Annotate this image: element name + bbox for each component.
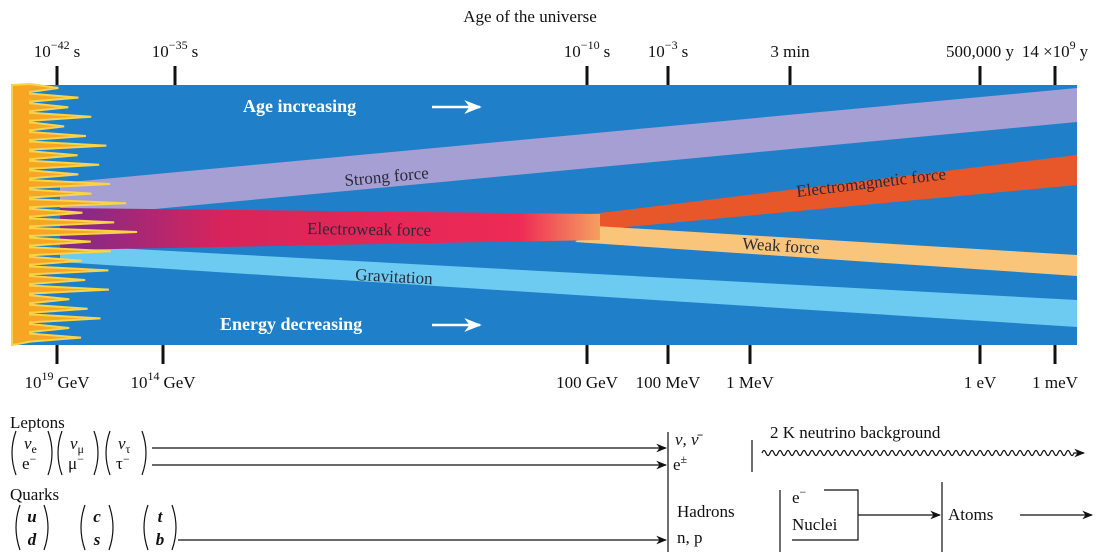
paren (106, 431, 110, 475)
quark-lower: d (28, 530, 37, 549)
diagram: Age of the universe 10−42s10−35s10−10s10… (0, 0, 1111, 554)
title: Age of the universe (463, 7, 597, 26)
tick-exp: 19 (41, 369, 53, 383)
lepton-lower: μ− (68, 452, 84, 473)
lepton-lower: e− (22, 452, 37, 473)
quark-lower: s (93, 530, 101, 549)
paren (12, 431, 16, 475)
paren (94, 431, 98, 475)
paren (16, 505, 20, 550)
quark-lower: b (156, 530, 165, 549)
tick-unit: s (682, 42, 689, 61)
tick-label: 500,000 y (946, 42, 1015, 61)
tick-base: 14 ×10 (1022, 42, 1070, 61)
symbol: μ (68, 454, 77, 473)
tick-unit: s (604, 42, 611, 61)
electron: e− (792, 485, 807, 507)
tick-base: 10 (564, 42, 581, 61)
tick-unit: y (1080, 42, 1089, 61)
tick-base: 10 (152, 42, 169, 61)
paren (172, 505, 176, 550)
tick-unit: s (74, 42, 81, 61)
tick-label: 1 meV (1032, 373, 1079, 392)
electrons-base: e (673, 455, 681, 474)
paren (81, 505, 85, 550)
tick-label: 1014 GeV (130, 369, 196, 392)
tick-label: 10−10 s (564, 38, 610, 61)
paren (48, 431, 52, 475)
wavy-arrow (762, 451, 1084, 456)
tick-label: 10−3 s (648, 38, 688, 61)
tick-label: 10−35 s (152, 38, 198, 61)
electrons-sup: ± (681, 452, 688, 466)
background-label: 2 K neutrino background (770, 423, 941, 442)
nucleons: n, p (677, 528, 703, 547)
nuclei: Nuclei (792, 515, 838, 534)
superscript: − (77, 452, 84, 466)
tick-base: 10 (130, 373, 147, 392)
atoms: Atoms (948, 505, 993, 524)
age-arrow-label: Age increasing (243, 96, 356, 116)
leptons-label: Leptons (10, 413, 65, 432)
paren (109, 505, 113, 550)
tick-exp: 14 (147, 369, 159, 383)
tick-label: 3 min (770, 42, 810, 61)
tick-label: 100 GeV (556, 373, 619, 392)
paren (58, 431, 62, 475)
tick-unit: GeV (163, 373, 196, 392)
superscript: − (30, 452, 37, 466)
band-label: Electroweak force (307, 219, 431, 240)
quarks-label: Quarks (10, 485, 59, 504)
tick-unit: GeV (57, 373, 90, 392)
tick-label: 1 MeV (726, 373, 774, 392)
tick-unit: s (192, 42, 199, 61)
symbol: e (22, 454, 30, 473)
energy-arrow-label: Energy decreasing (220, 314, 362, 334)
electron-sup: − (800, 485, 807, 499)
tick-label: 100 MeV (636, 373, 701, 392)
superscript: − (123, 452, 130, 466)
neutrinos: ν, ν̄ (675, 430, 704, 449)
lepton-lower: τ− (116, 452, 130, 473)
paren (44, 505, 48, 550)
tick-base: 10 (34, 42, 51, 61)
paren (142, 431, 146, 475)
tick-label: 1019 GeV (24, 369, 90, 392)
tick-base: 10 (24, 373, 41, 392)
tick-exp: −10 (581, 38, 600, 52)
quark-upper: c (93, 507, 101, 526)
tick-base: 10 (648, 42, 665, 61)
tick-label: 1 eV (964, 373, 997, 392)
electron-base: e (792, 488, 800, 507)
tick-exp: −3 (665, 38, 678, 52)
tick-exp: −42 (51, 38, 70, 52)
tick-label: 10−42 s (34, 38, 80, 61)
hadrons: Hadrons (677, 502, 735, 521)
tick-exp: 9 (1070, 38, 1076, 52)
quark-upper: t (158, 507, 164, 526)
quark-upper: u (27, 507, 36, 526)
paren (144, 505, 148, 550)
electrons: e± (673, 452, 688, 474)
tick-exp: −35 (169, 38, 188, 52)
